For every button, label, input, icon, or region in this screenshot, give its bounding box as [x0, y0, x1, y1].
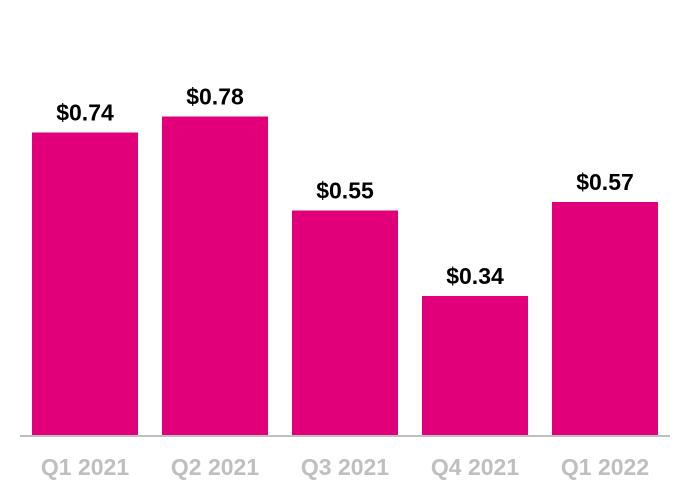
x-tick-label: Q4 2021	[431, 454, 519, 480]
data-label: $0.57	[576, 169, 634, 195]
bar-q1-2022	[552, 202, 658, 435]
x-tick-label: Q1 2021	[41, 454, 129, 480]
x-tick-label: Q2 2021	[171, 454, 259, 480]
x-axis-tick-labels: Q1 2021 Q2 2021 Q3 2021 Q4 2021 Q1 2022	[41, 454, 649, 480]
data-label: $0.34	[446, 263, 504, 289]
data-label: $0.78	[186, 83, 244, 109]
bar-q1-2021	[32, 132, 138, 435]
value-labels-layer: $0.74 $0.78 $0.55 $0.34 $0.57	[56, 83, 634, 289]
x-tick-label: Q1 2022	[561, 454, 649, 480]
bar-q4-2021	[422, 296, 528, 435]
bar-q3-2021	[292, 210, 398, 435]
x-tick-label: Q3 2021	[301, 454, 389, 480]
data-label: $0.55	[316, 177, 374, 203]
data-label: $0.74	[56, 100, 114, 126]
bars-layer	[32, 116, 658, 436]
bar-q2-2021	[162, 116, 268, 436]
